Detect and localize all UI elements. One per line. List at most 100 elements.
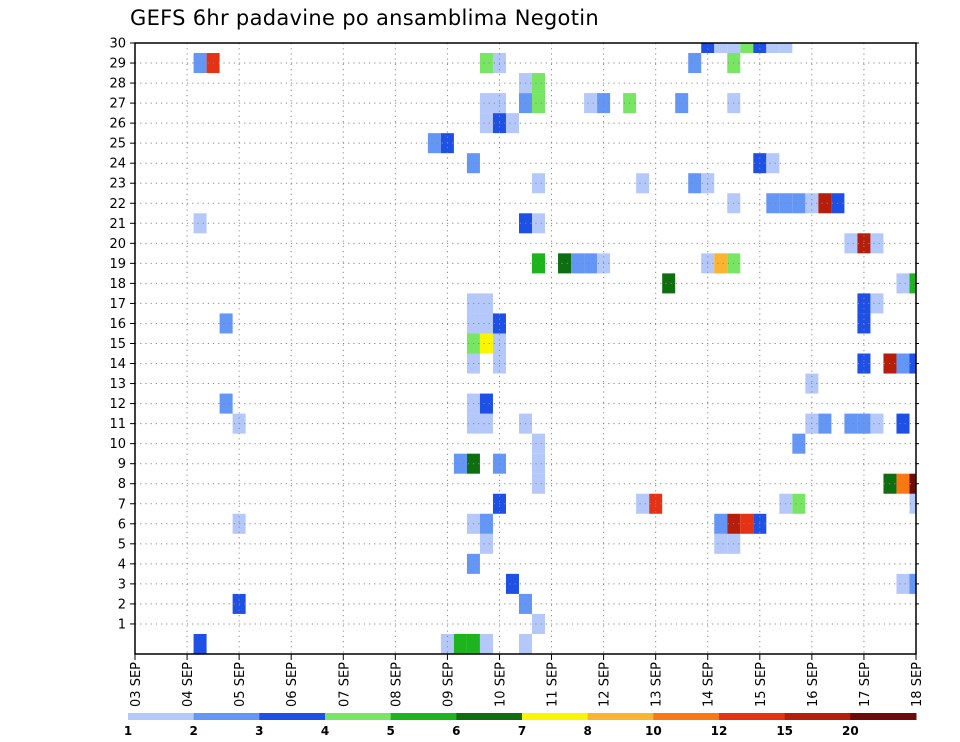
colorbar-label: 2 — [189, 724, 197, 738]
y-tick-label: 30 — [109, 37, 126, 52]
x-tick-label: 14 SEP — [702, 662, 717, 707]
heatmap-cell — [479, 413, 493, 434]
heatmap-cell — [896, 413, 910, 434]
colorbar: 1 2 3 4 5 6 7 8 10 12 15 20 — [124, 713, 917, 738]
heatmap-cell — [479, 513, 493, 534]
y-tick-label: 20 — [109, 237, 126, 252]
heatmap-cell — [518, 633, 533, 654]
heatmap-cell — [427, 133, 441, 154]
colorbar-label: 4 — [321, 724, 329, 738]
heatmap-cell — [532, 213, 546, 234]
colorbar-label: 12 — [711, 724, 728, 738]
heatmap-cell — [688, 173, 702, 194]
colorbar-label: 20 — [842, 724, 859, 738]
heatmap-cell — [688, 53, 702, 74]
y-tick-label: 18 — [109, 277, 126, 292]
heatmap-cell — [792, 493, 806, 514]
heatmap-cell — [532, 253, 546, 274]
heatmap-cell — [714, 253, 728, 274]
y-tick-label: 24 — [109, 157, 126, 172]
colorbar-segment — [259, 713, 326, 720]
heatmap-cell — [870, 413, 884, 434]
x-tick-label: 04 SEP — [181, 662, 196, 707]
y-tick-label: 22 — [109, 197, 126, 212]
x-tick-label: 11 SEP — [546, 662, 561, 707]
heatmap-cell — [714, 513, 728, 534]
heatmap-cell — [818, 193, 832, 214]
heatmap-cell — [219, 393, 233, 414]
heatmap-cell — [714, 533, 728, 554]
heatmap-cell — [766, 153, 780, 174]
heatmap-cell — [662, 273, 676, 294]
y-tick-label: 19 — [109, 257, 126, 272]
x-tick-label: 17 SEP — [858, 662, 873, 707]
heatmap-cell — [479, 393, 493, 414]
heatmap-cell — [740, 43, 754, 54]
colorbar-segment — [653, 713, 720, 720]
y-tick-label: 21 — [109, 217, 126, 232]
y-tick-label: 7 — [118, 497, 126, 512]
y-tick-label: 15 — [109, 337, 126, 352]
y-tick-label: 17 — [109, 297, 126, 312]
x-tick-label: 12 SEP — [598, 662, 613, 707]
heatmap-cell — [479, 113, 493, 134]
heatmap-cell — [505, 113, 519, 134]
heatmap-cell — [818, 413, 832, 434]
heatmap-cell — [896, 273, 910, 294]
grid-lines — [135, 43, 916, 654]
x-tick-label: 06 SEP — [285, 662, 300, 707]
heatmap-cell — [219, 313, 233, 334]
colorbar-segment — [390, 713, 457, 720]
heatmap-cell — [870, 233, 884, 254]
heatmap-cell — [532, 173, 546, 194]
heatmap-cell — [479, 533, 493, 554]
y-tick-label: 1 — [118, 617, 126, 632]
heatmap-cell — [636, 173, 650, 194]
heatmap-cell — [727, 43, 741, 54]
heatmap-cell — [636, 493, 650, 514]
heatmap-cell — [844, 233, 858, 254]
heatmap-cell — [792, 193, 806, 214]
x-tick-label: 15 SEP — [754, 662, 769, 707]
colorbar-segment — [522, 713, 589, 720]
heatmap-cell — [792, 433, 806, 454]
y-tick-label: 25 — [109, 137, 126, 152]
x-tick-label: 05 SEP — [233, 662, 248, 707]
colorbar-segment — [784, 713, 851, 720]
colorbar-segment — [850, 713, 917, 720]
heatmap-cell — [766, 43, 780, 54]
heatmap-cell — [532, 473, 546, 494]
y-tick-label: 23 — [109, 177, 126, 192]
heatmap-cell — [505, 573, 519, 594]
heatmap-cell — [532, 73, 546, 94]
heatmap-cell — [584, 253, 598, 274]
heatmap-cell — [870, 293, 884, 314]
x-tick-label: 13 SEP — [650, 662, 665, 707]
heatmap-cell — [896, 353, 910, 374]
heatmap-cell — [753, 43, 767, 54]
heatmap-cell — [479, 633, 493, 654]
colorbar-label: 15 — [776, 724, 793, 738]
heatmap-cell — [532, 453, 546, 474]
colorbar-segment — [719, 713, 786, 720]
heatmap-cells — [193, 43, 916, 654]
heatmap-cell — [479, 333, 493, 354]
colorbar-label: 3 — [255, 724, 263, 738]
y-tick-label: 28 — [109, 77, 126, 92]
heatmap-cell — [909, 493, 916, 514]
heatmap-cell — [479, 93, 493, 114]
colorbar-segment — [128, 713, 195, 720]
x-tick-label: 18 SEP — [910, 662, 925, 707]
colorbar-segment — [325, 713, 392, 720]
y-tick-label: 6 — [118, 517, 126, 532]
y-tick-label: 12 — [109, 397, 126, 412]
heatmap-cell — [532, 433, 546, 454]
colorbar-segment — [456, 713, 523, 720]
y-tick-label: 8 — [118, 477, 126, 492]
heatmap-cell — [896, 573, 910, 594]
colorbar-label: 5 — [386, 724, 394, 738]
heatmap-cell — [740, 513, 754, 534]
heatmap-cell — [896, 473, 910, 494]
y-tick-label: 4 — [118, 557, 126, 572]
